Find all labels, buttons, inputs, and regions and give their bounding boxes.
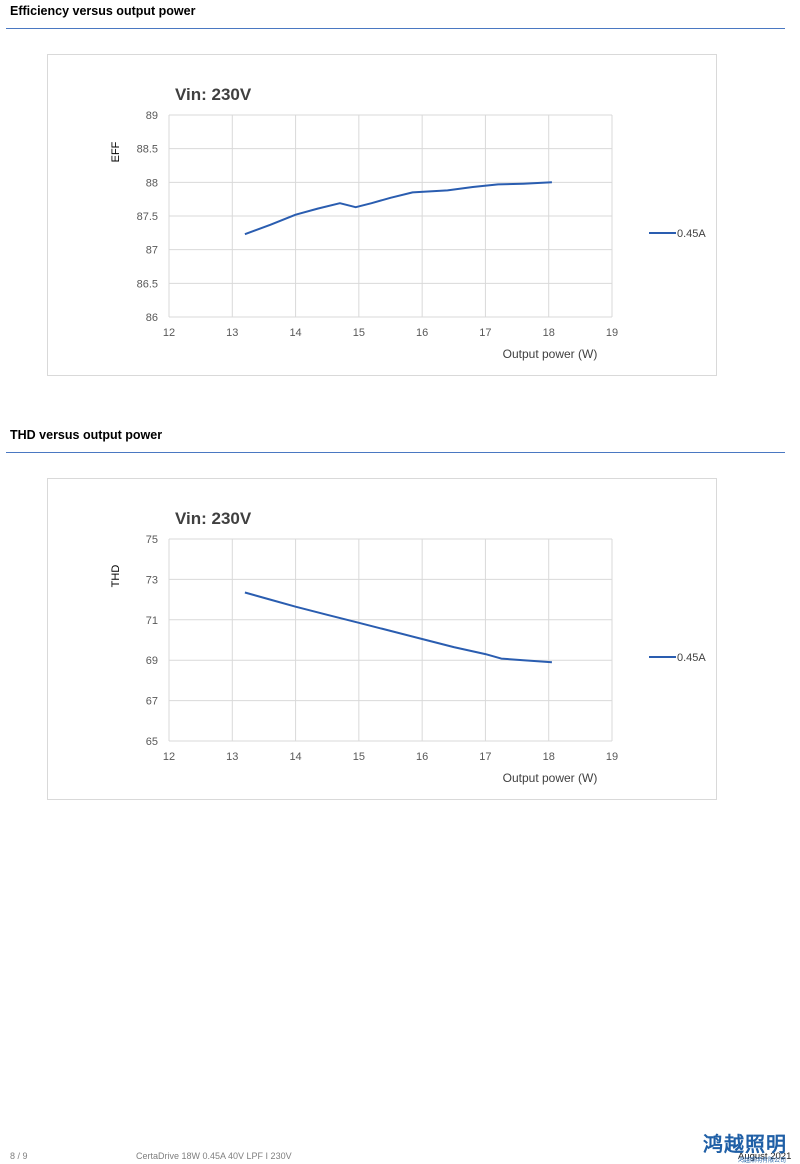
- legend-label: 0.45A: [677, 228, 706, 240]
- x-tick-label: 12: [163, 327, 175, 339]
- y-tick-label: 87.5: [137, 211, 158, 223]
- x-tick-label: 12: [163, 751, 175, 763]
- x-axis-label: Output power (W): [503, 771, 598, 785]
- chart-title: Vin: 230V: [175, 509, 252, 528]
- y-tick-label: 65: [146, 736, 158, 748]
- y-tick-label: 69: [146, 655, 158, 667]
- x-tick-label: 14: [289, 327, 301, 339]
- y-tick-label: 86: [146, 312, 158, 324]
- y-tick-label: 87: [146, 245, 158, 257]
- x-tick-label: 19: [606, 751, 618, 763]
- x-tick-label: 17: [479, 327, 491, 339]
- section-divider: [6, 452, 785, 453]
- x-tick-label: 14: [289, 751, 301, 763]
- x-tick-label: 13: [226, 327, 238, 339]
- x-tick-label: 15: [353, 751, 365, 763]
- y-axis-label: EFF: [110, 141, 122, 162]
- y-axis-label: THD: [110, 565, 122, 588]
- x-tick-label: 13: [226, 751, 238, 763]
- legend-label: 0.45A: [677, 652, 706, 664]
- y-tick-label: 73: [146, 574, 158, 586]
- series-line: [244, 181, 552, 236]
- x-tick-label: 18: [543, 327, 555, 339]
- y-tick-label: 89: [146, 110, 158, 122]
- y-tick-label: 88.5: [137, 144, 158, 156]
- x-tick-label: 17: [479, 751, 491, 763]
- x-tick-label: 18: [543, 751, 555, 763]
- chart-title: Vin: 230V: [175, 85, 252, 104]
- section-title-thd: THD versus output power: [10, 428, 163, 442]
- y-tick-label: 71: [146, 615, 158, 627]
- y-tick-label: 75: [146, 534, 158, 546]
- x-axis-label: Output power (W): [503, 347, 598, 361]
- y-tick-label: 86.5: [137, 278, 158, 290]
- product-name: CertaDrive 18W 0.45A 40V LPF I 230V: [136, 1151, 292, 1161]
- x-tick-label: 16: [416, 327, 428, 339]
- x-tick-label: 15: [353, 327, 365, 339]
- series-line: [244, 591, 552, 664]
- brand-logo-subtitle: 鸿越照明有限公司: [738, 1158, 787, 1164]
- x-tick-label: 19: [606, 327, 618, 339]
- thd-chart-svg: Vin: 230V 12 13 14 15 16 17 18 19 65 67 69 71 73 75 Out…: [110, 509, 706, 785]
- section-title-efficiency: Efficiency versus output power: [10, 4, 196, 18]
- efficiency-chart: Vin: 230V 12 13 14 15 16 17 18 19 86 86.5 87 87.5 88 8…: [47, 54, 717, 376]
- brand-logo: 鸿越照明: [703, 1134, 787, 1156]
- document-date: August 2021: [738, 1151, 792, 1162]
- thd-chart: Vin: 230V 12 13 14 15 16 17 18 19 65 67 69 71 73 75 Out…: [47, 478, 717, 800]
- efficiency-chart-svg: Vin: 230V 12 13 14 15 16 17 18 19 86 86.5 87 87.5 88 8…: [110, 85, 706, 361]
- section-divider: [6, 28, 785, 29]
- y-tick-label: 67: [146, 696, 158, 708]
- x-tick-label: 16: [416, 751, 428, 763]
- page-number: 8 / 9: [10, 1151, 28, 1161]
- y-tick-label: 88: [146, 177, 158, 189]
